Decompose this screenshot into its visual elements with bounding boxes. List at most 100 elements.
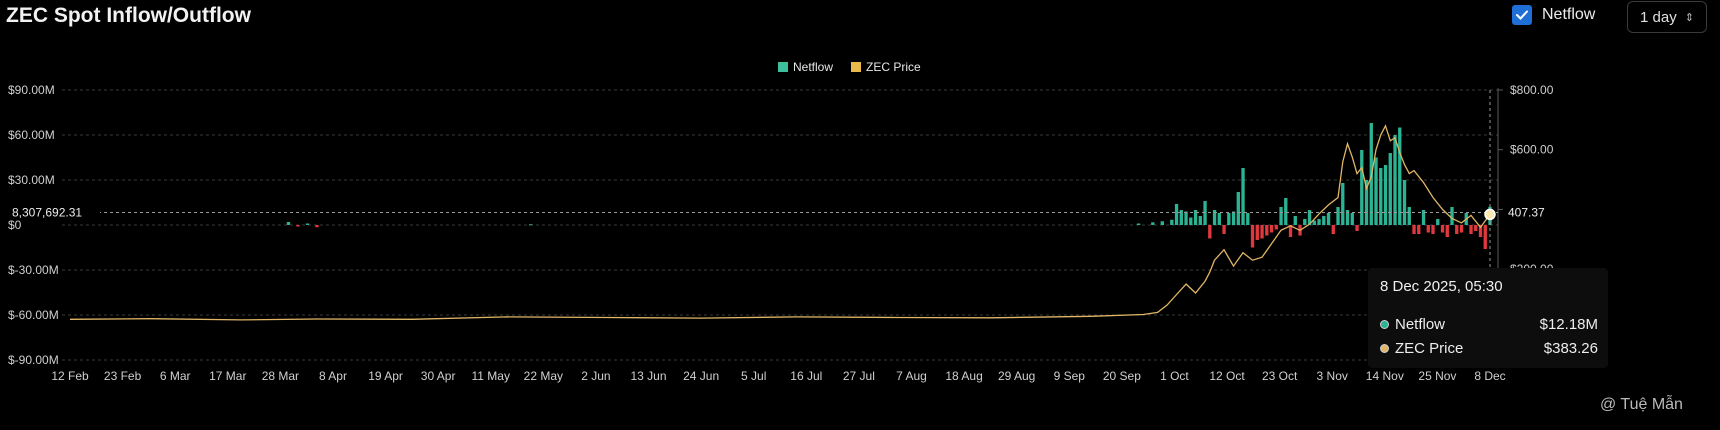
netflow-bar: [1379, 168, 1383, 225]
netflow-bar: [1241, 168, 1245, 225]
tooltip-row-price: ZEC Price $383.26: [1380, 340, 1598, 357]
chart-tooltip: 8 Dec 2025, 05:30 Netflow $12.18M ZEC Pr…: [1368, 268, 1608, 368]
tooltip-date: 8 Dec 2025, 05:30: [1380, 278, 1503, 295]
watermark: @ Tuệ Mẫn: [1600, 396, 1683, 414]
netflow-bar: [529, 224, 533, 226]
x-axis-tick-label: 14 Nov: [1366, 369, 1404, 383]
left-axis-tick-label: $-60.00M: [8, 308, 59, 322]
netflow-bar: [1474, 225, 1478, 231]
x-axis-tick-label: 20 Sep: [1103, 369, 1141, 383]
netflow-bar: [1255, 225, 1259, 240]
left-axis-tick-label: $60.00M: [8, 128, 55, 142]
netflow-bar: [1279, 207, 1283, 225]
netflow-bar: [1455, 225, 1459, 234]
netflow-bar: [1459, 225, 1464, 233]
interval-select[interactable]: 1 day ⇕: [1627, 1, 1707, 33]
left-axis-tick-label: $90.00M: [8, 83, 55, 97]
netflow-bar: [1136, 223, 1141, 225]
x-axis-tick-label: 12 Oct: [1209, 369, 1245, 383]
netflow-bar: [1322, 216, 1326, 225]
netflow-bar: [1312, 220, 1316, 225]
netflow-bar: [1189, 217, 1193, 225]
netflow-bar: [1360, 150, 1364, 225]
chart-legend: Netflow ZEC Price: [778, 60, 921, 74]
netflow-bar: [1212, 210, 1217, 225]
x-axis-tick-label: 18 Aug: [945, 369, 982, 383]
x-axis-tick-label: 27 Jul: [843, 369, 875, 383]
legend-item-price[interactable]: ZEC Price: [851, 60, 921, 74]
x-axis-tick-label: 19 Apr: [368, 369, 403, 383]
netflow-bar: [1293, 216, 1297, 225]
netflow-toggle[interactable]: Netflow: [1512, 5, 1595, 25]
watermark-text: @ Tuệ Mẫn: [1600, 396, 1683, 413]
netflow-bar: [1421, 210, 1426, 225]
netflow-bar: [1478, 225, 1483, 237]
netflow-bar: [1269, 225, 1274, 233]
netflow-bar: [1336, 207, 1340, 225]
netflow-bar: [1227, 213, 1231, 225]
netflow-bar: [1303, 219, 1307, 225]
netflow-bar: [1331, 225, 1335, 234]
netflow-bar: [1436, 219, 1440, 225]
netflow-bar: [1179, 210, 1183, 225]
netflow-bar: [315, 225, 319, 228]
crosshair-left-label-bg: [8, 203, 100, 221]
netflow-bar: [1288, 225, 1293, 237]
netflow-bar: [1388, 153, 1392, 225]
x-axis-tick-label: 29 Aug: [998, 369, 1035, 383]
netflow-bar: [296, 225, 300, 227]
left-axis-tick-label: $-30.00M: [8, 263, 59, 277]
legend-swatch-price: [851, 62, 862, 72]
right-axis-tick-label: $600.00: [1510, 143, 1554, 157]
netflow-bar: [1217, 213, 1221, 225]
netflow-bar: [1355, 225, 1359, 231]
legend-swatch-netflow: [778, 62, 788, 72]
netflow-bar: [1341, 183, 1345, 225]
x-axis-tick-label: 12 Feb: [51, 369, 89, 383]
netflow-checkbox[interactable]: [1512, 5, 1532, 25]
netflow-bar: [1483, 225, 1487, 249]
netflow-bar: [1402, 180, 1407, 225]
netflow-bar: [1393, 135, 1397, 225]
netflow-bar: [1450, 207, 1454, 225]
netflow-bar: [1307, 210, 1312, 225]
tooltip-row-netflow: Netflow $12.18M: [1380, 316, 1598, 333]
x-axis-tick-label: 13 Jun: [631, 369, 667, 383]
netflow-bar: [1236, 192, 1240, 225]
interval-value: 1 day: [1640, 8, 1677, 26]
netflow-bar: [305, 223, 310, 225]
x-axis-tick-label: 11 May: [472, 369, 510, 383]
netflow-bar: [1345, 210, 1350, 225]
tooltip-dot-price: [1380, 344, 1389, 353]
netflow-bar: [1151, 222, 1155, 225]
tooltip-value-netflow: $12.18M: [1539, 316, 1598, 333]
netflow-bar: [1445, 225, 1449, 237]
x-axis-tick-label: 3 Nov: [1317, 369, 1348, 383]
legend-item-netflow[interactable]: Netflow: [778, 60, 833, 74]
x-axis-tick-label: 23 Feb: [104, 369, 142, 383]
chart-title: ZEC Spot Inflow/Outflow: [6, 4, 251, 27]
netflow-bar: [1407, 207, 1411, 225]
netflow-bar: [1431, 225, 1435, 234]
left-axis-tick-label: $-90.00M: [8, 353, 59, 367]
netflow-bar: [1246, 213, 1250, 225]
netflow-bar: [1231, 211, 1236, 225]
netflow-bar: [1440, 225, 1445, 233]
x-axis-tick-label: 23 Oct: [1262, 369, 1298, 383]
netflow-bar: [1398, 127, 1402, 225]
x-axis-tick-label: 1 Oct: [1160, 369, 1189, 383]
netflow-bar: [1203, 201, 1207, 225]
left-axis-tick-label: $0: [8, 218, 22, 232]
netflow-bar: [1469, 225, 1473, 234]
netflow-bar: [1274, 225, 1278, 230]
netflow-bar: [1184, 211, 1188, 225]
x-axis-tick-label: 8 Dec: [1474, 369, 1505, 383]
crosshair-left-label: 8,307,692.31: [12, 206, 82, 220]
netflow-bar: [1383, 165, 1388, 225]
netflow-bar: [1412, 225, 1416, 234]
netflow-bar: [1417, 225, 1421, 234]
netflow-bar: [1350, 213, 1354, 225]
x-axis-tick-label: 8 Apr: [319, 369, 347, 383]
left-axis-tick-label: $30.00M: [8, 173, 55, 187]
netflow-bar: [1426, 225, 1430, 233]
